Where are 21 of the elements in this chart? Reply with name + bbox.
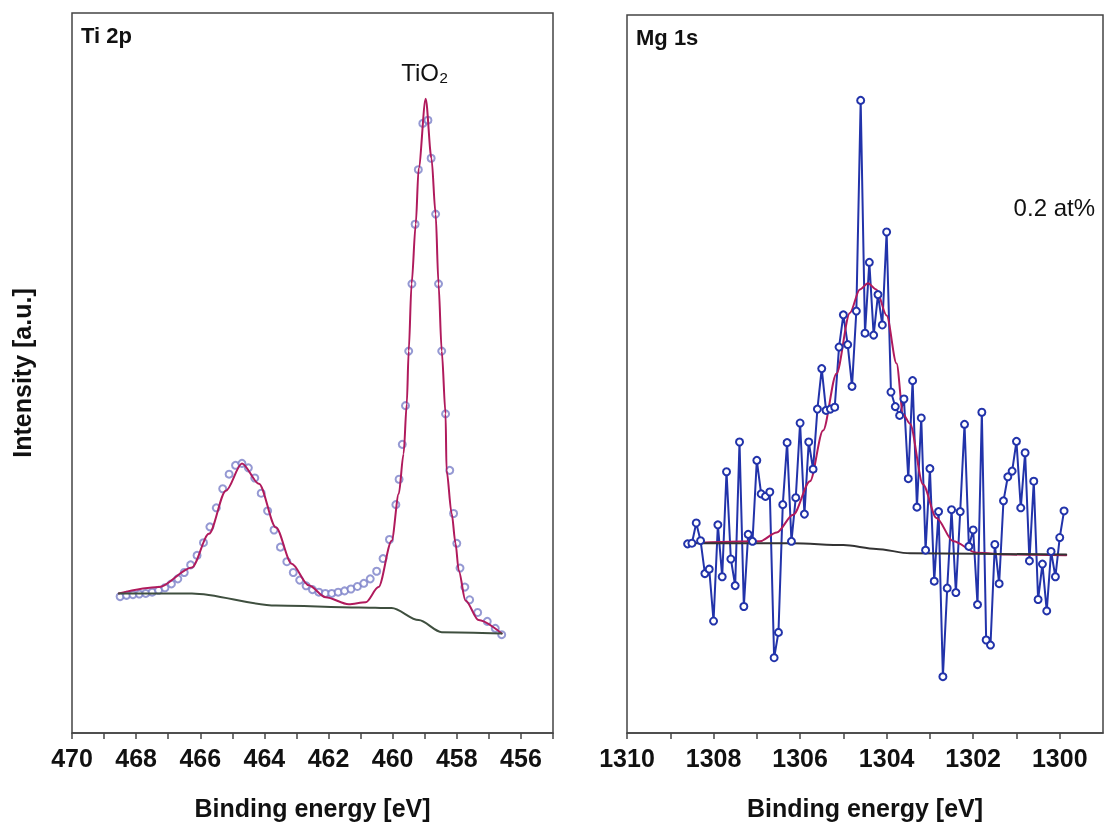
annotation: 0.2 at% <box>1013 193 1095 221</box>
x-tick-label: 1306 <box>772 743 828 772</box>
x-tick-label: 458 <box>435 743 478 772</box>
x-tick-label: 470 <box>51 743 93 772</box>
x-tick-label: 1300 <box>1031 743 1088 772</box>
x-axis-title: Binding energy [eV] <box>194 793 431 822</box>
x-tick-label: 1302 <box>945 743 1001 772</box>
x-tick-label: 468 <box>115 743 158 772</box>
x-axis-title: Binding energy [eV] <box>746 793 984 822</box>
x-tick-label: 466 <box>179 743 222 772</box>
x-tick-label: 1308 <box>685 743 742 772</box>
x-tick-label: 464 <box>243 743 286 772</box>
x-tick-label: 1304 <box>858 743 915 772</box>
annotation: TiO₂ <box>401 59 449 87</box>
x-tick-label: 462 <box>307 743 350 772</box>
x-tick-label: 456 <box>500 743 542 772</box>
x-tick-label: 1310 <box>599 743 655 772</box>
chart-title: Mg 1s <box>636 24 699 50</box>
chart-title: Ti 2p <box>81 22 132 48</box>
y-axis-title: Intensity [a.u.] <box>7 288 36 458</box>
x-tick-label: 460 <box>371 743 414 772</box>
